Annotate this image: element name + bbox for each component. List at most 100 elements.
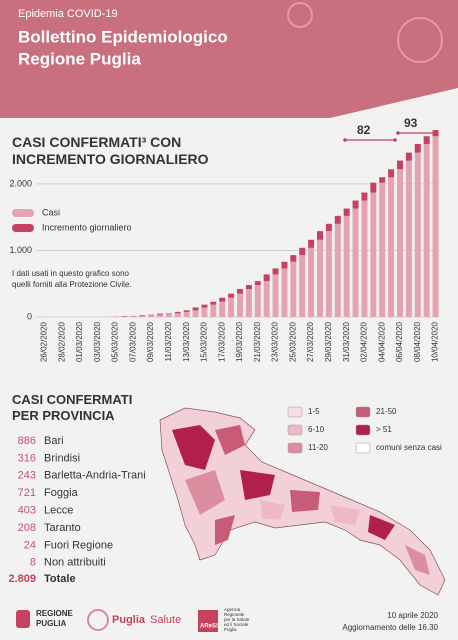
- footer-date: 10 aprile 2020: [387, 611, 438, 620]
- province-name: Foggia: [44, 487, 79, 499]
- bar-segment: [165, 313, 172, 317]
- header-title: Bollettino Epidemiologico: [18, 27, 228, 46]
- x-tick-label: 21/03/2020: [253, 321, 262, 362]
- bar-segment: [352, 208, 359, 317]
- province-count: 721: [18, 487, 36, 499]
- x-tick-label: 23/03/2020: [271, 321, 280, 362]
- bar-segment: [228, 297, 235, 317]
- logo-text: Puglia: [112, 614, 146, 626]
- province-count: 243: [18, 470, 36, 482]
- province-count: 8: [30, 557, 36, 569]
- x-tick-label: 27/03/2020: [306, 321, 315, 362]
- bar-segment: [405, 160, 412, 317]
- x-tick-label: 19/03/2020: [235, 321, 244, 362]
- bar-segment: [388, 169, 395, 178]
- logo-text: Agenzia: [224, 607, 241, 612]
- bar-segment: [210, 301, 217, 305]
- legend-label: Incremento giornaliero: [42, 222, 132, 232]
- map-legend-swatch: [287, 406, 303, 418]
- bar-segment: [343, 208, 350, 216]
- bar-segment: [299, 255, 306, 317]
- x-tick-label: 05/03/2020: [111, 321, 120, 362]
- bar-segment: [299, 247, 306, 256]
- x-tick-label: 09/03/2020: [146, 321, 155, 362]
- x-tick-label: 11/03/2020: [164, 321, 173, 361]
- bar-segment: [148, 314, 155, 316]
- province-count: 316: [18, 452, 36, 464]
- bar-segment: [254, 281, 261, 286]
- bar-segment: [361, 192, 368, 201]
- x-tick-label: 25/03/2020: [288, 321, 297, 362]
- bar-segment: [245, 289, 252, 317]
- bar-segment: [325, 223, 332, 232]
- x-tick-label: 03/03/2020: [93, 321, 102, 362]
- bar-segment: [308, 239, 315, 248]
- bar-segment: [334, 223, 341, 317]
- chart-note: I dati usati in questo grafico sono quel…: [12, 269, 132, 289]
- x-tick-label: 17/03/2020: [217, 321, 226, 362]
- bar-segment: [201, 304, 208, 308]
- chart-title: CASI CONFERMATI³ CON INCREMENTO GIORNALI…: [12, 134, 209, 167]
- map-legend-label: comuni senza casi: [376, 443, 442, 452]
- bar-segment: [157, 313, 163, 315]
- bar-segment: [183, 310, 190, 312]
- bar-segment: [414, 143, 421, 153]
- annotation-dot: [433, 131, 437, 135]
- bar-segment: [361, 200, 368, 317]
- bar-segment: [414, 152, 421, 317]
- salute-logo: [87, 609, 109, 631]
- x-tick-label: 02/04/2020: [360, 321, 369, 362]
- bar-segment: [272, 274, 279, 317]
- bar-segment: [370, 182, 377, 193]
- map-legend-label: 21-50: [376, 407, 397, 416]
- logo-text: Regionale: [224, 612, 245, 617]
- section-title: CASI CONFERMATI PER PROVINCIA: [12, 392, 133, 423]
- province-name: Bari: [44, 435, 64, 447]
- virus-icon: [397, 17, 443, 63]
- province-name: Taranto: [44, 522, 81, 534]
- x-tick-label: 04/04/2020: [377, 321, 386, 362]
- bar-segment: [325, 231, 332, 317]
- bar-segment: [290, 261, 297, 317]
- province-count: 24: [24, 539, 36, 551]
- bar-segment: [405, 152, 412, 161]
- bar-segment: [432, 136, 439, 317]
- bar-segment: [237, 293, 243, 317]
- legend-swatch: [12, 224, 34, 232]
- x-tick-label: 28/02/2020: [57, 321, 66, 362]
- footer-update: Aggiornamento delle 16.30: [342, 623, 438, 632]
- y-tick-label: 2.000: [9, 178, 32, 188]
- bar-segment: [379, 177, 386, 183]
- header-title: Regione Puglia: [18, 49, 141, 68]
- province-count: 208: [18, 522, 36, 534]
- bar-segment: [379, 182, 386, 317]
- map-legend-label: 6-10: [308, 425, 325, 434]
- bar-segment: [139, 315, 146, 317]
- logo-text: Salute: [150, 614, 181, 626]
- bar-segment: [352, 200, 359, 209]
- province-name: Fuori Regione: [44, 539, 113, 551]
- bar-segment: [397, 160, 403, 170]
- bar-segment: [130, 316, 137, 317]
- bar-segment: [272, 268, 279, 275]
- map-legend-swatch: [355, 424, 371, 436]
- bar-segment: [388, 177, 395, 317]
- x-tick-label: 29/03/2020: [324, 321, 333, 362]
- header-band: [0, 0, 458, 118]
- bar-segment: [263, 281, 270, 317]
- bar-segment: [423, 143, 430, 317]
- province-name: Lecce: [44, 505, 73, 517]
- map-legend-swatch: [355, 406, 371, 418]
- map: [159, 407, 446, 596]
- bar-segment: [219, 301, 226, 317]
- bar-segment: [148, 315, 155, 317]
- x-tick-label: 15/03/2020: [200, 321, 209, 362]
- x-tick-label: 10/04/2020: [431, 321, 440, 362]
- bar-segment: [228, 293, 235, 298]
- legend-swatch: [12, 209, 34, 217]
- bar-segment: [174, 311, 181, 314]
- x-tick-label: 07/03/2020: [128, 321, 137, 362]
- map-legend-label: 11-20: [308, 443, 328, 452]
